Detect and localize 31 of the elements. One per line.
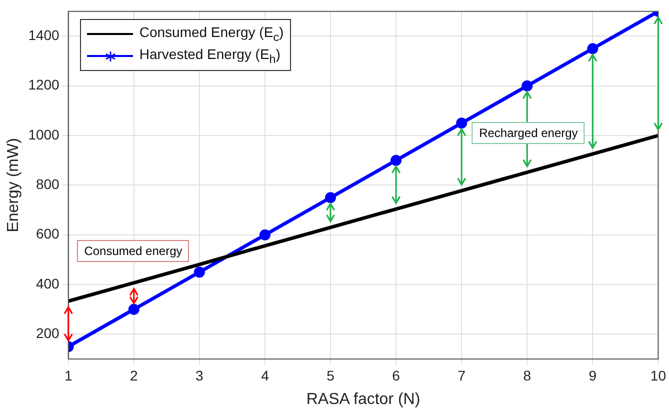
point [259, 229, 270, 240]
y-tick-label: 200 [36, 325, 60, 342]
x-axis-title: RASA factor (N) [306, 390, 420, 408]
x-tick-label: 3 [196, 367, 204, 384]
x-tick-label: 1 [64, 367, 72, 384]
point [522, 80, 533, 92]
point [325, 192, 336, 204]
x-tick-label: 10 [650, 367, 666, 384]
y-tick-label: 1000 [28, 126, 60, 142]
annotation: Consumed energy [77, 240, 190, 262]
y-tick-label: 800 [36, 176, 60, 192]
y-tick-label: 1400 [28, 27, 60, 44]
x-tick-label: 5 [326, 367, 335, 384]
y-tick-label: 600 [36, 226, 60, 242]
point [194, 266, 205, 278]
x-tick-label: 7 [458, 367, 466, 384]
x-tick-label: 8 [523, 367, 532, 384]
x-tick-label: 4 [261, 367, 270, 384]
point [390, 154, 402, 166]
legend-label: Consumed Energy (E$_{c}$) [139, 24, 284, 44]
y-tick-label: 1200 [28, 76, 60, 93]
x-tick-label: 9 [588, 367, 597, 384]
annotation: Recharged energy [472, 122, 585, 144]
y-axis-title: Energy (mW) [5, 138, 22, 232]
x-tick-label: 6 [392, 367, 400, 384]
point [128, 304, 140, 315]
point [456, 118, 468, 129]
y-tick-label: 400 [36, 275, 60, 292]
point [587, 43, 598, 54]
legend-label: Harvested Energy (E$_{h}$) [139, 46, 280, 66]
x-tick-label: 2 [130, 367, 138, 384]
